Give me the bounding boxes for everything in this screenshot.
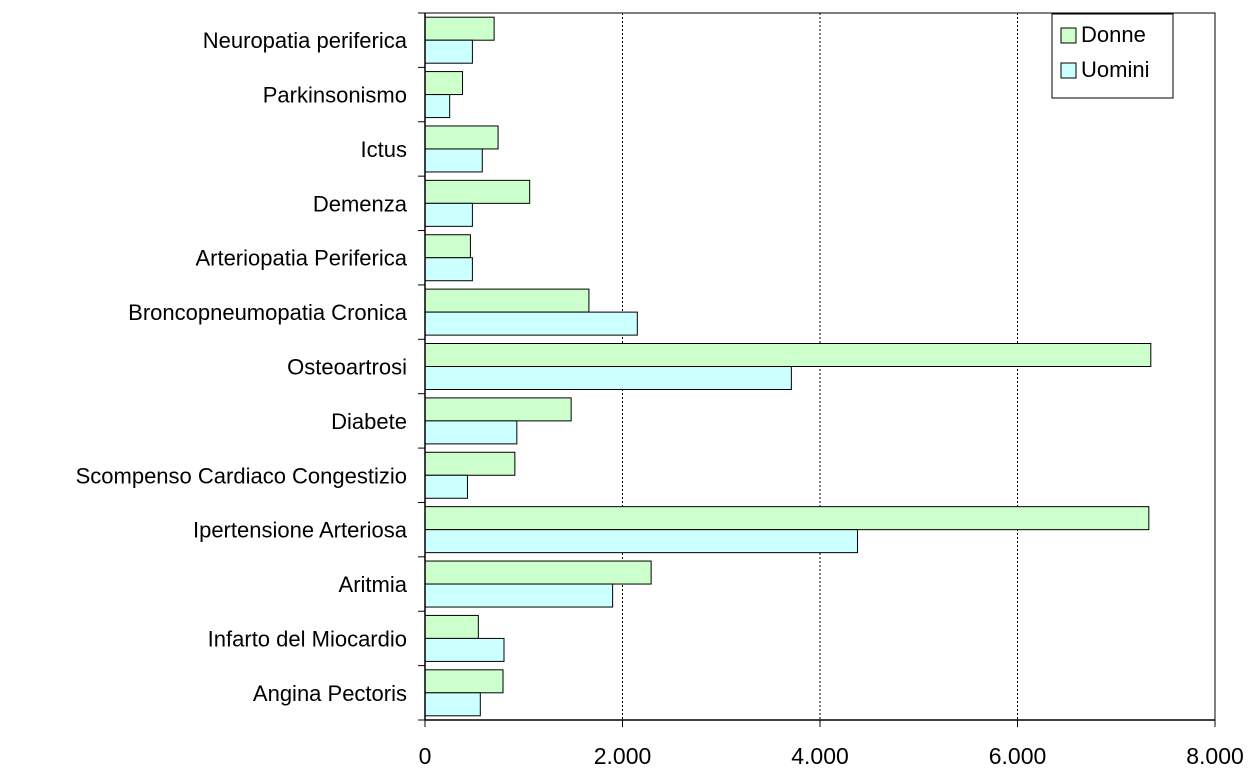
legend-swatch-donne	[1060, 27, 1077, 44]
bar-uomini	[424, 257, 473, 282]
category-label: Infarto del Miocardio	[208, 626, 407, 651]
x-tick-label: 8.000	[1186, 743, 1244, 769]
legend: Donne Uomini	[1051, 13, 1174, 99]
bar-donne	[424, 125, 499, 150]
bar-donne	[424, 234, 471, 259]
bar-uomini	[424, 529, 859, 554]
category-label: Demenza	[313, 191, 408, 216]
category-label: Ictus	[361, 137, 407, 162]
bar-donne	[424, 669, 504, 694]
bars-layer	[424, 16, 1152, 717]
bar-donne	[424, 397, 572, 422]
category-label: Arteriopatia Periferica	[195, 246, 407, 271]
bar-donne	[424, 343, 1152, 367]
bar-donne	[424, 16, 495, 41]
x-tick-label: 4.000	[791, 743, 849, 769]
x-tick-label: 0	[419, 743, 432, 769]
bar-donne	[424, 71, 464, 96]
bar-uomini	[424, 202, 473, 227]
bar-donne	[424, 506, 1150, 531]
labels-layer: 0 2.000 4.000 6.000 8.000 Neuropatia periferi…	[76, 28, 1244, 769]
category-label: Ipertensione Arteriosa	[193, 518, 408, 543]
bar-donne	[424, 614, 479, 639]
bar-uomini	[424, 474, 468, 499]
category-label: Broncopneumopatia Cronica	[128, 300, 408, 325]
bar-uomini	[424, 366, 792, 390]
bar-uomini	[424, 692, 481, 717]
x-tick-label: 2.000	[594, 743, 652, 769]
legend-label-uomini: Uomini	[1081, 57, 1149, 82]
category-label: Osteoartrosi	[287, 355, 407, 380]
bar-uomini	[424, 583, 614, 608]
category-label: Scompenso Cardiaco Congestizio	[76, 463, 407, 488]
bar-uomini	[424, 420, 518, 445]
bar-uomini	[424, 94, 451, 119]
legend-label-donne: Donne	[1081, 22, 1146, 47]
axis-layer	[418, 12, 1216, 727]
x-tick-label: 6.000	[989, 743, 1047, 769]
bar-uomini	[424, 39, 473, 64]
bar-donne	[424, 179, 531, 204]
category-label: Diabete	[331, 409, 407, 434]
bar-donne	[424, 560, 652, 585]
bar-uomini	[424, 311, 638, 336]
legend-swatch-uomini	[1060, 62, 1077, 79]
bar-uomini	[424, 637, 505, 662]
bar-donne	[424, 451, 516, 476]
category-label: Parkinsonismo	[263, 83, 407, 108]
bar-uomini	[424, 148, 483, 173]
category-label: Aritmia	[339, 572, 408, 597]
category-label: Angina Pectoris	[253, 681, 407, 706]
category-label: Neuropatia periferica	[203, 28, 408, 53]
bar-donne	[424, 288, 590, 313]
